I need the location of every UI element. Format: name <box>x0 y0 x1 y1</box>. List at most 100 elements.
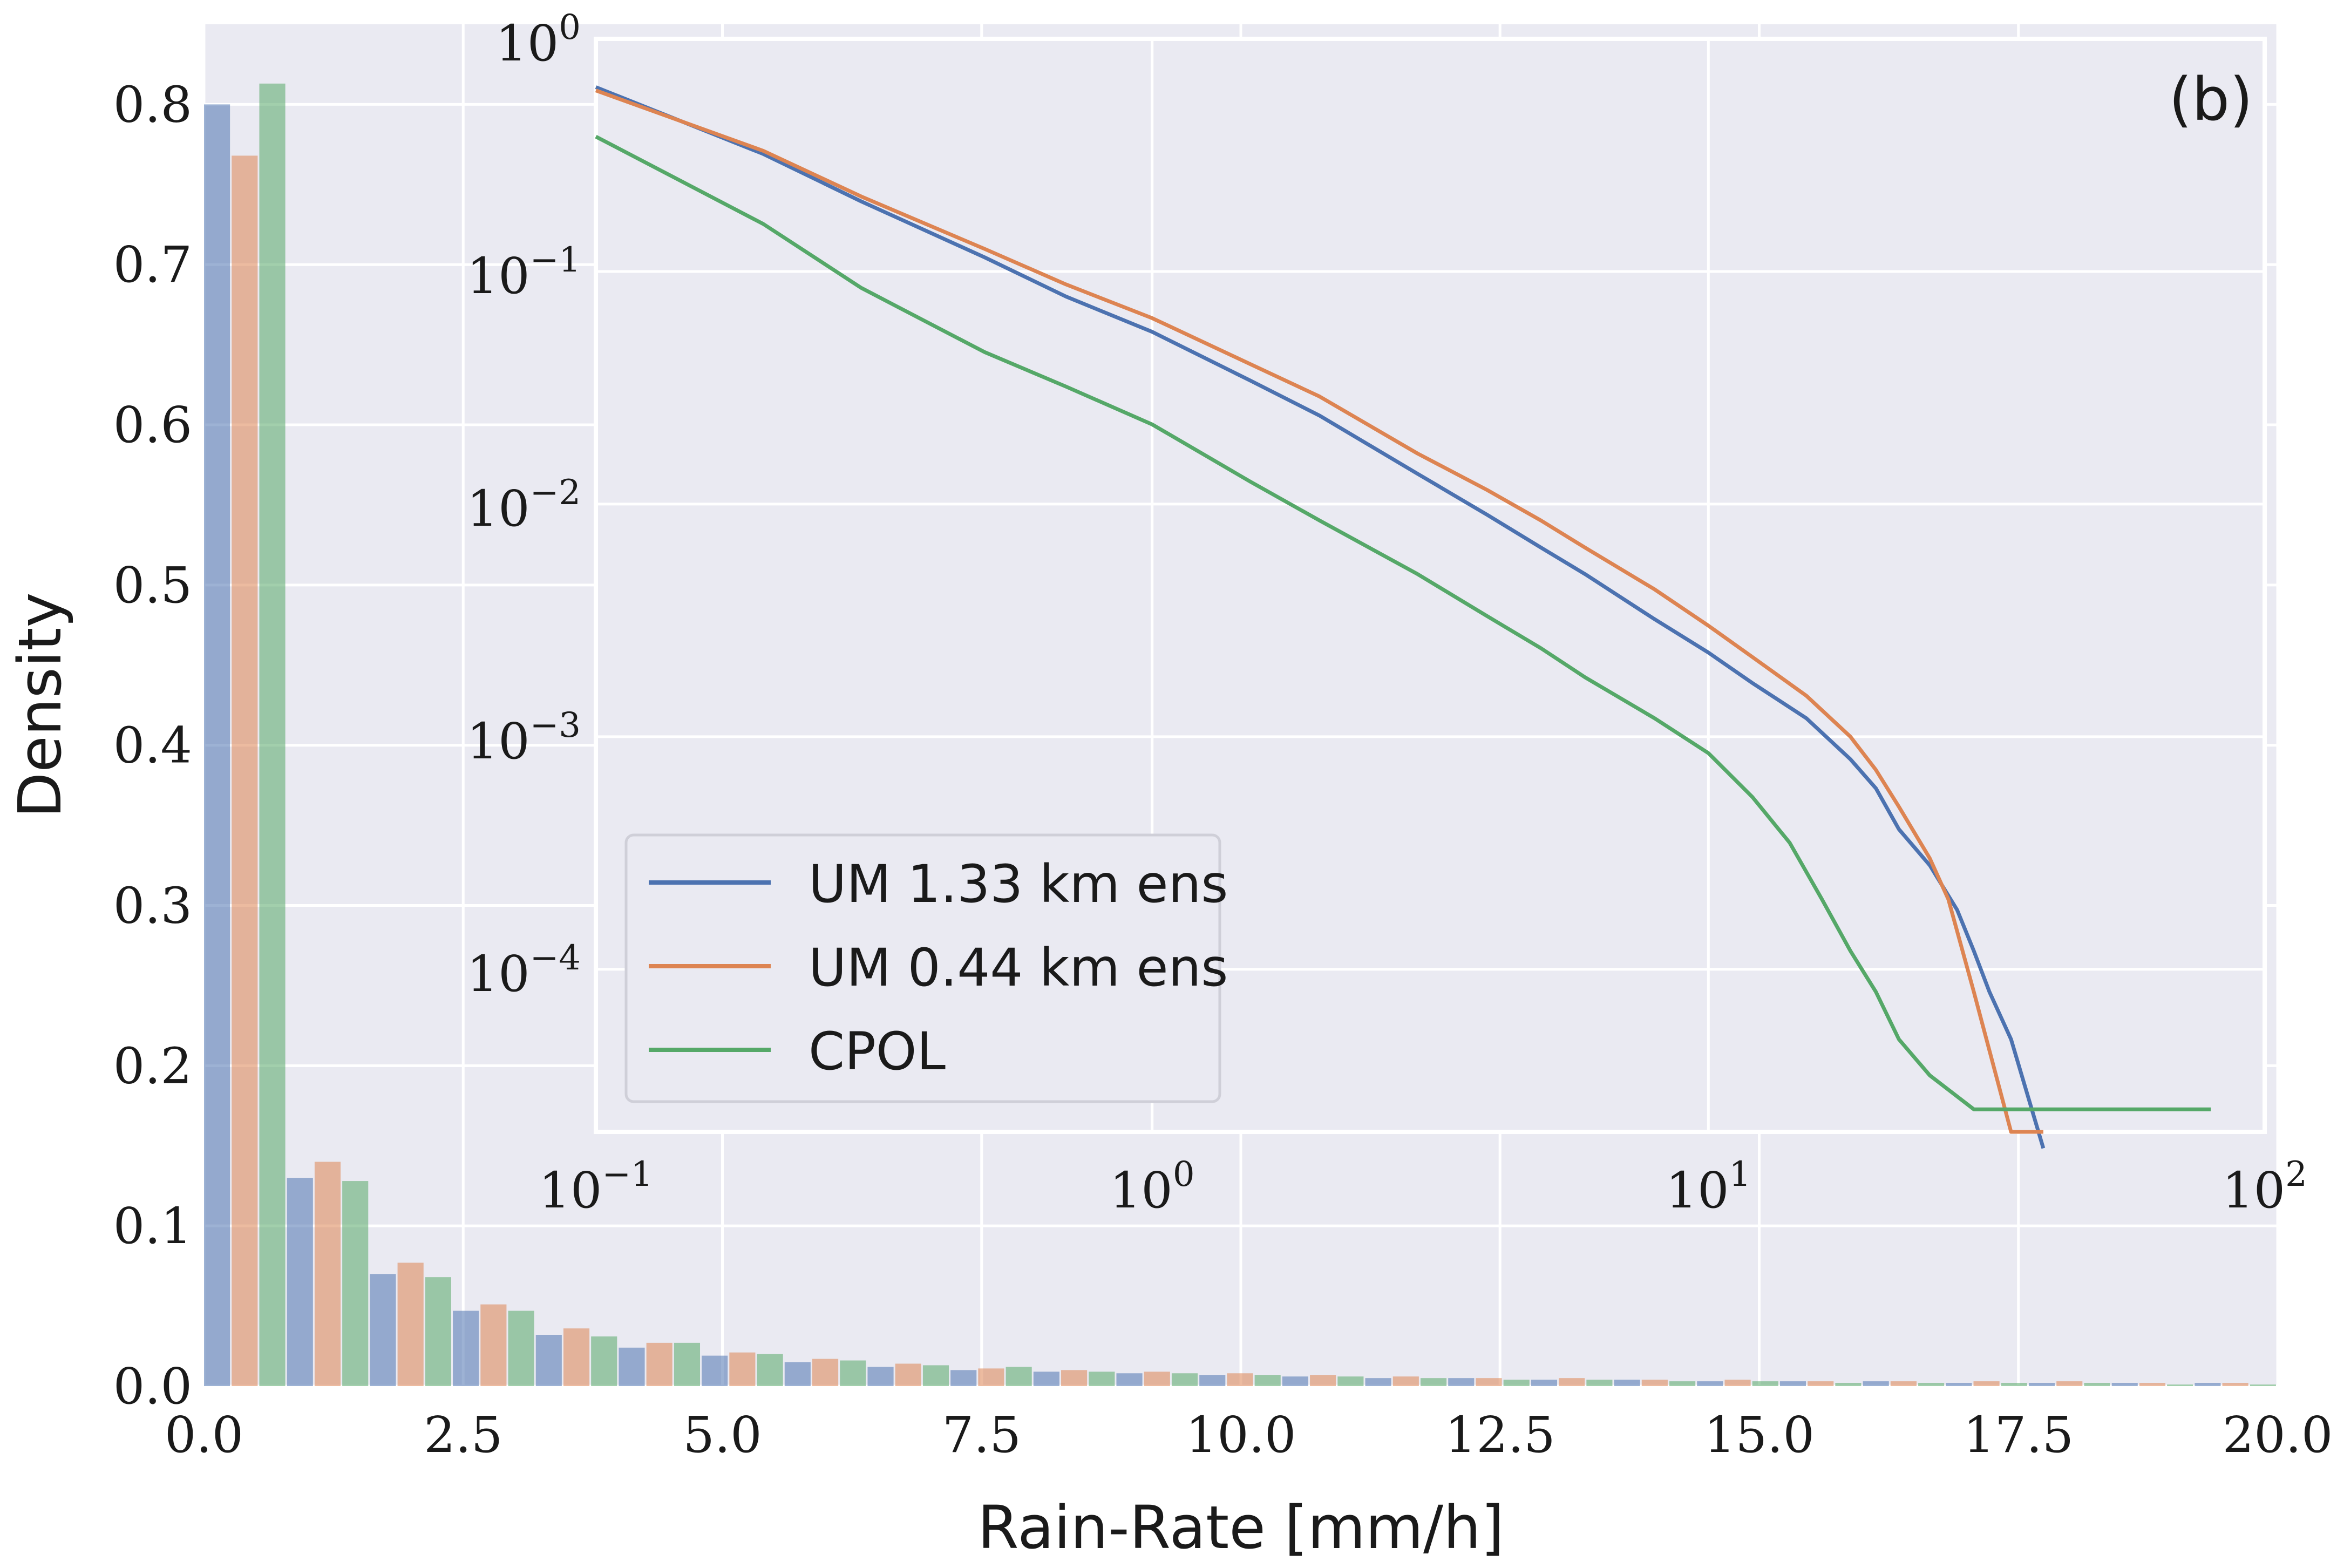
histogram-bar <box>2056 1381 2083 1386</box>
histogram-bar <box>1448 1378 1475 1386</box>
inset-series-line <box>595 85 2046 1149</box>
histogram-bar <box>1503 1380 1530 1386</box>
histogram-y-tick-label: 0.0 <box>113 1357 192 1415</box>
histogram-bar <box>508 1311 534 1386</box>
histogram-bar <box>2167 1384 2193 1386</box>
histogram-bar <box>895 1363 921 1386</box>
histogram-bar <box>1808 1381 1834 1386</box>
inset-series-lines <box>595 85 2211 1149</box>
histogram-bar <box>1089 1372 1115 1386</box>
histogram-bar <box>397 1262 424 1386</box>
histogram-bar <box>1227 1373 1253 1386</box>
histogram-bar <box>1392 1376 1419 1386</box>
histogram-bar <box>1116 1373 1143 1386</box>
histogram-bar <box>1614 1380 1640 1386</box>
histogram-bar <box>453 1311 479 1386</box>
histogram-x-tick-labels: 0.0 2.5 5.0 7.5 10.0 12.5 15.0 17.5 20.0 <box>165 1406 2333 1464</box>
histogram-bar <box>1918 1383 1945 1386</box>
histogram-bar <box>867 1367 894 1386</box>
histogram-bar <box>563 1328 590 1386</box>
legend-label: UM 1.33 km ens <box>809 854 1228 914</box>
histogram-bar <box>1641 1380 1668 1386</box>
histogram-bar <box>342 1181 369 1386</box>
histogram-y-tick-label: 0.5 <box>113 556 192 614</box>
histogram-bar <box>1310 1375 1336 1386</box>
histogram-y-tick-label: 0.2 <box>113 1037 192 1095</box>
histogram-y-tick-label: 0.1 <box>113 1197 192 1255</box>
histogram-bar <box>314 1162 341 1386</box>
histogram-bar <box>2139 1383 2166 1386</box>
histogram-bar <box>729 1352 756 1386</box>
histogram-bar <box>232 155 258 1387</box>
histogram-bar <box>1006 1367 1032 1386</box>
histogram-bar <box>1890 1381 1917 1386</box>
histogram-bar <box>619 1347 645 1386</box>
histogram-x-tick-label: 0.0 <box>165 1406 243 1464</box>
legend-box <box>624 833 1221 1103</box>
histogram-bar <box>1586 1380 1613 1386</box>
histogram-bar <box>757 1354 783 1386</box>
histogram-y-tick-label: 0.4 <box>113 717 192 775</box>
histogram-bar <box>950 1370 977 1386</box>
histogram-bar <box>287 1178 313 1386</box>
histogram-x-tick-label: 2.5 <box>424 1406 502 1464</box>
legend-label: UM 0.44 km ens <box>809 938 1228 998</box>
histogram-bar <box>535 1335 562 1386</box>
histogram-y-tick-label: 0.6 <box>113 396 192 454</box>
inset-grid <box>594 37 2266 1132</box>
inset-series-line <box>595 89 2043 1134</box>
histogram-bar <box>646 1342 672 1386</box>
inset-y-tick-label: 10−1 <box>467 240 581 305</box>
inset-x-tick-labels: 10−1 100 101 102 <box>539 1155 2307 1219</box>
histogram-bar <box>1752 1381 1778 1386</box>
histogram-bar <box>702 1355 728 1386</box>
histogram-bar <box>1282 1376 1308 1386</box>
histogram-bar <box>2250 1384 2276 1386</box>
inset-y-tick-label: 10−2 <box>467 473 581 538</box>
histogram-y-tick-labels: 0.0 0.1 0.2 0.3 0.4 0.5 0.6 0.7 0.8 <box>113 76 192 1415</box>
histogram-bar <box>1337 1376 1364 1386</box>
histogram-x-tick-label: 5.0 <box>683 1406 762 1464</box>
histogram-bar <box>2222 1383 2248 1386</box>
legend: UM 1.33 km ens UM 0.44 km ens CPOL <box>624 833 1228 1103</box>
histogram-bar <box>674 1342 701 1386</box>
histogram-bar <box>1199 1375 1226 1386</box>
histogram-bar <box>2001 1383 2027 1386</box>
histogram-bar <box>1420 1378 1447 1386</box>
histogram-bar <box>1559 1378 1585 1386</box>
histogram-bar <box>259 83 286 1386</box>
x-axis-label: Rain-Rate [mm/h] <box>977 1493 1504 1562</box>
histogram-bar <box>1171 1373 1198 1386</box>
histogram-bar <box>840 1360 866 1386</box>
histogram-y-tick-label: 0.8 <box>113 76 192 133</box>
histogram-bar <box>2084 1383 2110 1386</box>
histogram-bar <box>1669 1381 1696 1386</box>
histogram-y-tick-label: 0.3 <box>113 877 192 935</box>
histogram-bar <box>784 1362 811 1386</box>
inset-y-tick-label: 10−3 <box>467 705 581 770</box>
legend-entries: UM 1.33 km ens UM 0.44 km ens CPOL <box>649 854 1228 1082</box>
histogram-bar <box>1061 1370 1088 1386</box>
histogram-x-tick-label: 15.0 <box>1704 1406 1815 1464</box>
y-axis-label: Density <box>5 592 74 818</box>
histogram-bar <box>1365 1378 1391 1386</box>
histogram-bar <box>1973 1381 2000 1386</box>
histogram-bar <box>1476 1378 1502 1386</box>
inset-x-tick-label: 10−1 <box>539 1155 653 1219</box>
histogram-bar <box>1531 1380 1558 1386</box>
histogram-x-tick-label: 20.0 <box>2223 1406 2333 1464</box>
inset-y-tick-labels: 100 10−1 10−2 10−3 10−4 <box>467 8 581 1003</box>
histogram-bar <box>922 1365 949 1386</box>
inset-x-tick-label: 101 <box>1666 1155 1751 1219</box>
histogram-bar <box>1779 1381 1806 1386</box>
histogram-bar <box>1144 1372 1170 1386</box>
histogram-x-tick-label: 10.0 <box>1186 1406 1296 1464</box>
histogram-x-tick-label: 12.5 <box>1445 1406 1555 1464</box>
histogram-bars <box>204 83 2276 1387</box>
histogram-bar <box>2195 1383 2221 1386</box>
histogram-bar <box>591 1336 617 1386</box>
histogram-bar <box>370 1274 396 1386</box>
histogram-bar <box>425 1277 451 1386</box>
histogram-bar <box>1863 1381 1889 1386</box>
